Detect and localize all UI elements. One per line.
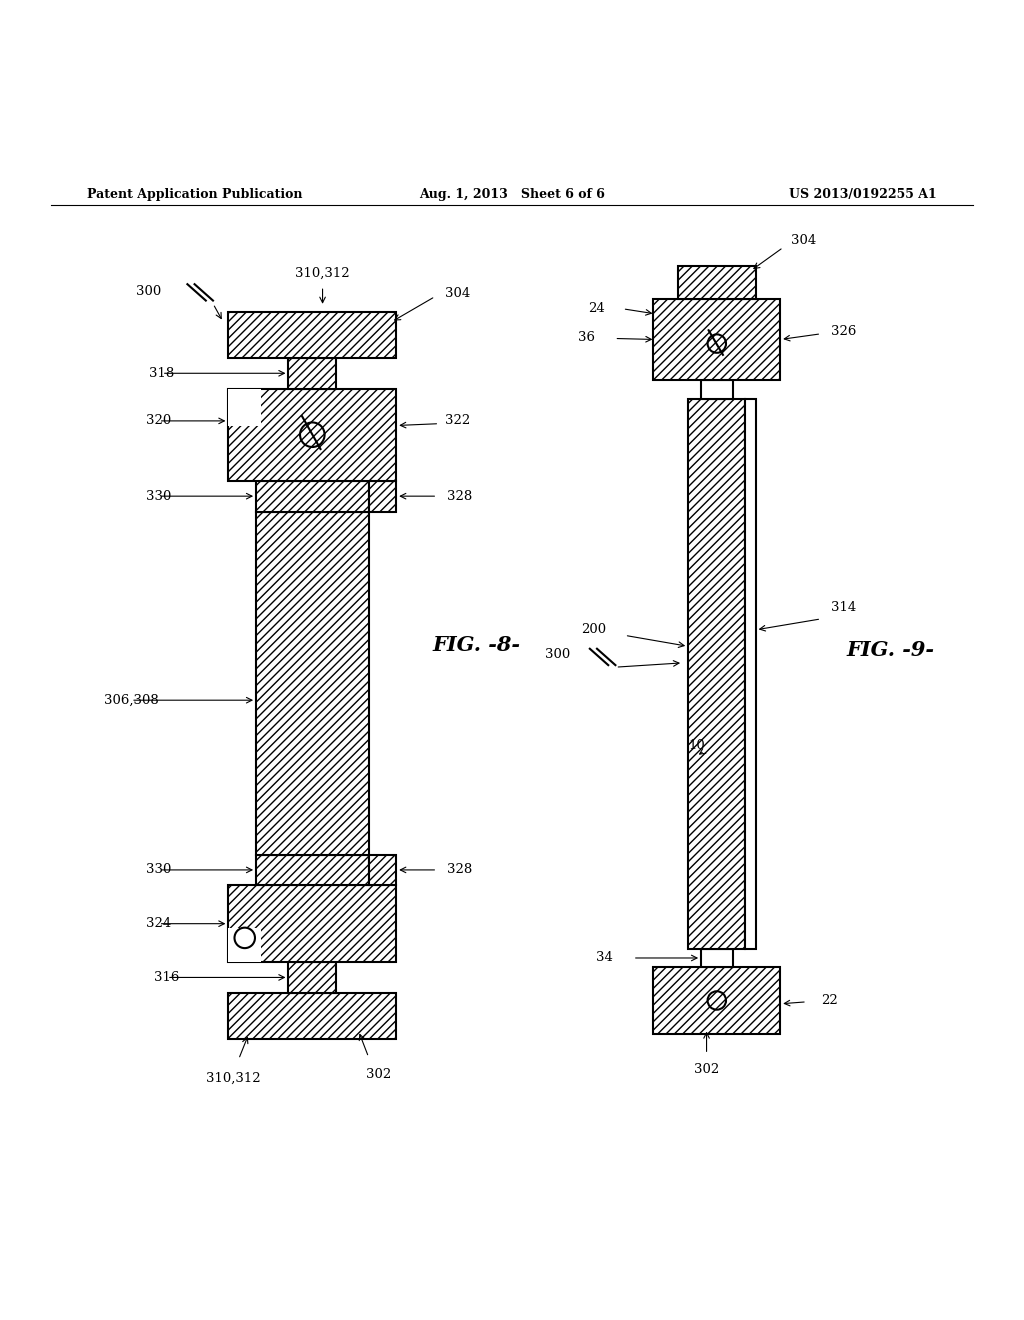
Bar: [369, 854, 396, 886]
Text: 330: 330: [146, 490, 171, 503]
Bar: [256, 512, 369, 854]
Bar: [256, 854, 369, 886]
Text: 310,312: 310,312: [295, 267, 350, 280]
Text: 302: 302: [694, 1063, 719, 1076]
Text: 34: 34: [596, 952, 612, 965]
Bar: [369, 480, 396, 512]
Text: 330: 330: [146, 863, 171, 876]
Text: 310,312: 310,312: [206, 1072, 261, 1084]
Bar: [688, 399, 745, 949]
Text: 200: 200: [582, 623, 606, 636]
Text: US 2013/0192255 A1: US 2013/0192255 A1: [790, 187, 937, 201]
Bar: [228, 886, 396, 962]
Text: 316: 316: [155, 972, 179, 983]
Text: 320: 320: [146, 414, 171, 428]
Bar: [228, 993, 396, 1039]
Text: 318: 318: [150, 367, 174, 380]
Text: 306,308: 306,308: [103, 694, 159, 706]
Text: Patent Application Publication: Patent Application Publication: [87, 187, 302, 201]
Text: 304: 304: [445, 286, 470, 300]
Bar: [701, 949, 732, 968]
Bar: [701, 380, 732, 399]
Text: 324: 324: [146, 917, 171, 931]
Text: 328: 328: [447, 490, 472, 503]
Bar: [228, 388, 396, 480]
Text: 22: 22: [821, 994, 838, 1007]
Text: 304: 304: [792, 234, 816, 247]
Text: FIG. -9-: FIG. -9-: [847, 640, 935, 660]
Bar: [228, 312, 396, 358]
Text: 322: 322: [445, 414, 470, 428]
Text: 314: 314: [831, 602, 856, 614]
Bar: [289, 358, 336, 388]
Bar: [745, 399, 756, 949]
Text: Aug. 1, 2013   Sheet 6 of 6: Aug. 1, 2013 Sheet 6 of 6: [419, 187, 605, 201]
Text: 24: 24: [589, 302, 605, 315]
Text: FIG. -8-: FIG. -8-: [432, 635, 520, 655]
Text: 326: 326: [831, 325, 856, 338]
Bar: [678, 265, 756, 298]
Text: 302: 302: [367, 1068, 391, 1081]
Text: 300: 300: [546, 648, 570, 661]
Bar: [653, 298, 780, 380]
Text: 10: 10: [688, 739, 705, 752]
Text: 300: 300: [136, 285, 161, 298]
Text: 328: 328: [447, 863, 472, 876]
Bar: [228, 928, 261, 962]
Text: 36: 36: [579, 331, 595, 345]
Bar: [228, 388, 261, 425]
Bar: [653, 968, 780, 1034]
Bar: [256, 480, 369, 512]
Bar: [289, 962, 336, 993]
